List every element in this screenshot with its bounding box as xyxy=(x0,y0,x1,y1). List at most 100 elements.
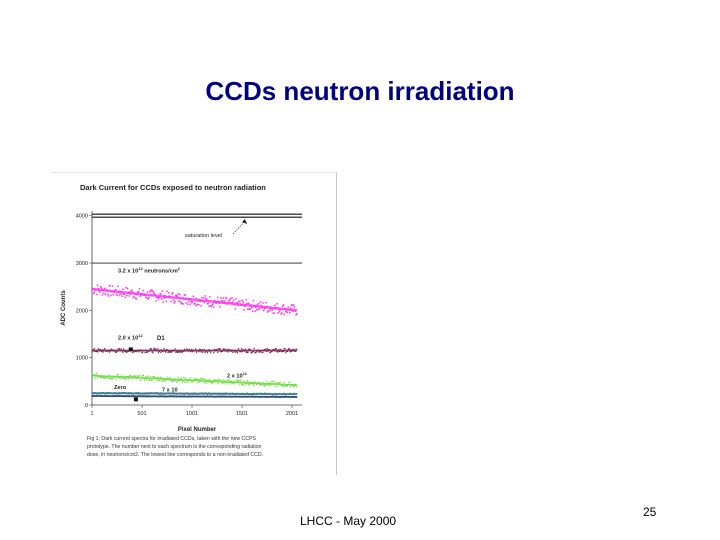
data-point xyxy=(241,383,243,386)
data-point xyxy=(103,292,105,295)
data-point xyxy=(242,349,244,351)
data-point xyxy=(240,348,243,350)
data-point xyxy=(91,392,93,394)
data-point xyxy=(273,312,275,314)
data-point xyxy=(204,295,206,297)
data-point xyxy=(142,289,145,292)
data-point xyxy=(270,384,272,386)
data-point xyxy=(150,348,152,350)
data-point xyxy=(143,378,145,380)
x-tick-label: 501 xyxy=(137,411,146,417)
data-point xyxy=(153,376,156,378)
data-point xyxy=(207,302,210,304)
data-point xyxy=(194,304,197,307)
data-point xyxy=(288,347,290,350)
data-point xyxy=(238,384,240,386)
data-point xyxy=(292,310,294,313)
d1-marker xyxy=(128,347,133,352)
data-point xyxy=(137,291,139,293)
data-point xyxy=(225,297,228,300)
series-line xyxy=(91,395,297,398)
data-point xyxy=(245,298,248,301)
data-point xyxy=(248,383,251,385)
data-point xyxy=(110,294,112,297)
data-point xyxy=(234,351,236,353)
data-point xyxy=(183,294,186,296)
data-point xyxy=(191,381,193,383)
data-point xyxy=(152,352,154,354)
data-point xyxy=(278,382,280,384)
data-point xyxy=(164,351,167,353)
data-point xyxy=(93,348,95,350)
data-point xyxy=(283,381,285,384)
data-point xyxy=(264,384,266,386)
data-point xyxy=(203,381,205,384)
data-point xyxy=(145,376,147,378)
data-point xyxy=(134,297,137,299)
data-point xyxy=(126,294,128,297)
data-point xyxy=(138,288,141,290)
data-point xyxy=(273,381,275,383)
data-point xyxy=(138,374,141,376)
footer-text: LHCC - May 2000 xyxy=(300,514,397,528)
data-point xyxy=(183,381,186,383)
data-point xyxy=(273,304,276,307)
data-point xyxy=(99,291,101,294)
data-point xyxy=(96,284,99,287)
data-point xyxy=(131,351,133,354)
data-point xyxy=(198,303,200,306)
series-label: 2 x 1012 xyxy=(227,371,248,380)
data-point xyxy=(220,299,223,302)
data-point xyxy=(195,378,198,380)
data-point xyxy=(149,379,151,381)
data-point xyxy=(163,297,165,299)
slide-title: CCDs neutron irradiation xyxy=(205,76,515,106)
data-point xyxy=(133,295,135,298)
data-point xyxy=(196,303,198,306)
data-point xyxy=(234,308,236,310)
data-point xyxy=(279,381,281,383)
data-point xyxy=(101,294,104,296)
data-point xyxy=(197,382,199,384)
data-point xyxy=(112,294,115,296)
data-point xyxy=(185,381,187,383)
data-point xyxy=(91,395,93,397)
data-point xyxy=(152,291,155,294)
data-point xyxy=(258,351,260,353)
data-point xyxy=(249,308,251,310)
data-point xyxy=(99,286,102,288)
data-point xyxy=(247,302,250,305)
data-point xyxy=(281,305,284,308)
data-point xyxy=(220,351,222,353)
data-point xyxy=(226,379,228,382)
data-point xyxy=(243,380,245,382)
data-point xyxy=(117,373,119,376)
data-point xyxy=(168,351,170,353)
series-label: Zero xyxy=(114,385,127,391)
data-point xyxy=(104,293,107,296)
data-point xyxy=(171,293,173,295)
data-point xyxy=(235,297,237,300)
data-point xyxy=(228,299,231,301)
series-4 xyxy=(91,391,298,396)
data-point xyxy=(118,348,120,351)
data-point xyxy=(151,351,153,353)
data-point xyxy=(246,302,248,305)
data-point xyxy=(246,379,248,382)
data-point xyxy=(265,348,267,350)
data-point xyxy=(217,296,219,299)
data-point xyxy=(254,352,256,354)
data-point xyxy=(148,296,150,299)
data-point xyxy=(134,374,136,377)
data-point xyxy=(140,379,142,381)
data-point xyxy=(121,295,123,297)
data-point xyxy=(124,296,126,299)
data-point xyxy=(282,385,284,387)
data-point xyxy=(190,377,192,379)
x-tick-label: 1501 xyxy=(236,411,248,417)
data-point xyxy=(108,351,111,353)
data-point xyxy=(222,379,224,381)
data-point xyxy=(135,298,138,300)
data-point xyxy=(107,295,110,297)
data-point xyxy=(202,351,204,353)
